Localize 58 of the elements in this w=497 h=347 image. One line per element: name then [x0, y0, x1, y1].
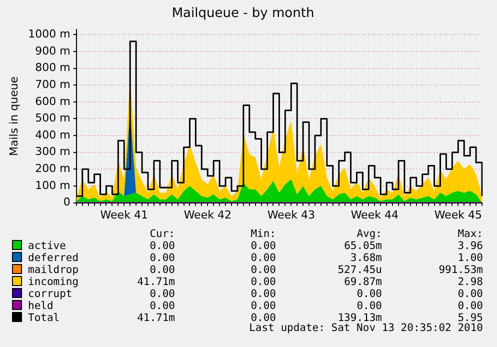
- y-tick-label: 1000 m: [28, 28, 70, 41]
- x-tick-label: Week 43: [267, 208, 315, 222]
- text: Max:: [456, 228, 483, 240]
- text: 991.53m: [438, 264, 483, 276]
- x-tick-label: Week 44: [350, 208, 398, 222]
- y-tick-label: 900 m: [35, 44, 70, 58]
- text: 0.00: [148, 264, 175, 276]
- text: 0.00: [148, 288, 175, 300]
- y-tick-label: 200 m: [35, 162, 70, 176]
- text: 0.00: [356, 288, 382, 300]
- text: 0.00: [148, 240, 175, 252]
- y-tick-label: 300 m: [35, 145, 70, 158]
- x-tick-label: Week 42: [184, 208, 232, 222]
- legend-label: incoming: [27, 276, 80, 288]
- text: 5.95: [456, 312, 483, 324]
- x-tick-label: Week 41: [100, 208, 148, 222]
- text: 0.00: [356, 300, 382, 312]
- legend-label: maildrop: [27, 264, 80, 276]
- y-axis-title: Mails in queue: [7, 76, 20, 156]
- y-tick-label: 500 m: [35, 112, 70, 125]
- legend-label: corrupt: [27, 288, 74, 300]
- y-tick-label: 600 m: [35, 94, 70, 108]
- text: Min:: [250, 228, 276, 240]
- text: 1.00: [456, 252, 483, 264]
- legend-label: Total: [27, 312, 61, 324]
- text: 69.87m: [343, 276, 382, 288]
- y-tick-label: 800 m: [35, 61, 70, 74]
- text: 41.71m: [136, 276, 175, 288]
- legend-label: deferred: [27, 252, 80, 264]
- y-tick-label: 700 m: [35, 78, 70, 91]
- text: 0.00: [456, 300, 483, 312]
- text: 2.98: [456, 276, 483, 288]
- text: 0.00: [250, 240, 276, 252]
- text: 0.00: [250, 252, 276, 264]
- text: 0.00: [456, 288, 483, 300]
- chart-title: Mailqueue - by month: [172, 6, 314, 22]
- text: 65.05m: [343, 240, 382, 252]
- text: 41.71m: [136, 312, 175, 324]
- legend-label: held: [27, 300, 54, 312]
- text: 3.96: [456, 240, 483, 252]
- text: 3.68m: [349, 252, 382, 264]
- text: 0.00: [250, 300, 276, 312]
- text: 0.00: [250, 264, 276, 276]
- text: Avg:: [356, 228, 382, 240]
- y-tick-label: 100 m: [35, 178, 70, 192]
- text: 0.00: [250, 276, 276, 288]
- text: 0.00: [250, 312, 276, 324]
- text: 0.00: [148, 300, 175, 312]
- text: 139.13m: [338, 312, 382, 324]
- x-tick-label: Week 45: [434, 208, 482, 222]
- text: 0.00: [148, 252, 175, 264]
- text: Last update: Sat Nov 13 20:35:02 2010: [249, 322, 483, 334]
- y-tick-label: 0: [63, 196, 70, 209]
- text: 527.45u: [336, 264, 382, 276]
- text: Cur:: [148, 228, 175, 240]
- legend-label: active: [27, 240, 67, 252]
- y-tick-label: 400 m: [35, 128, 70, 142]
- text: 0.00: [250, 288, 276, 300]
